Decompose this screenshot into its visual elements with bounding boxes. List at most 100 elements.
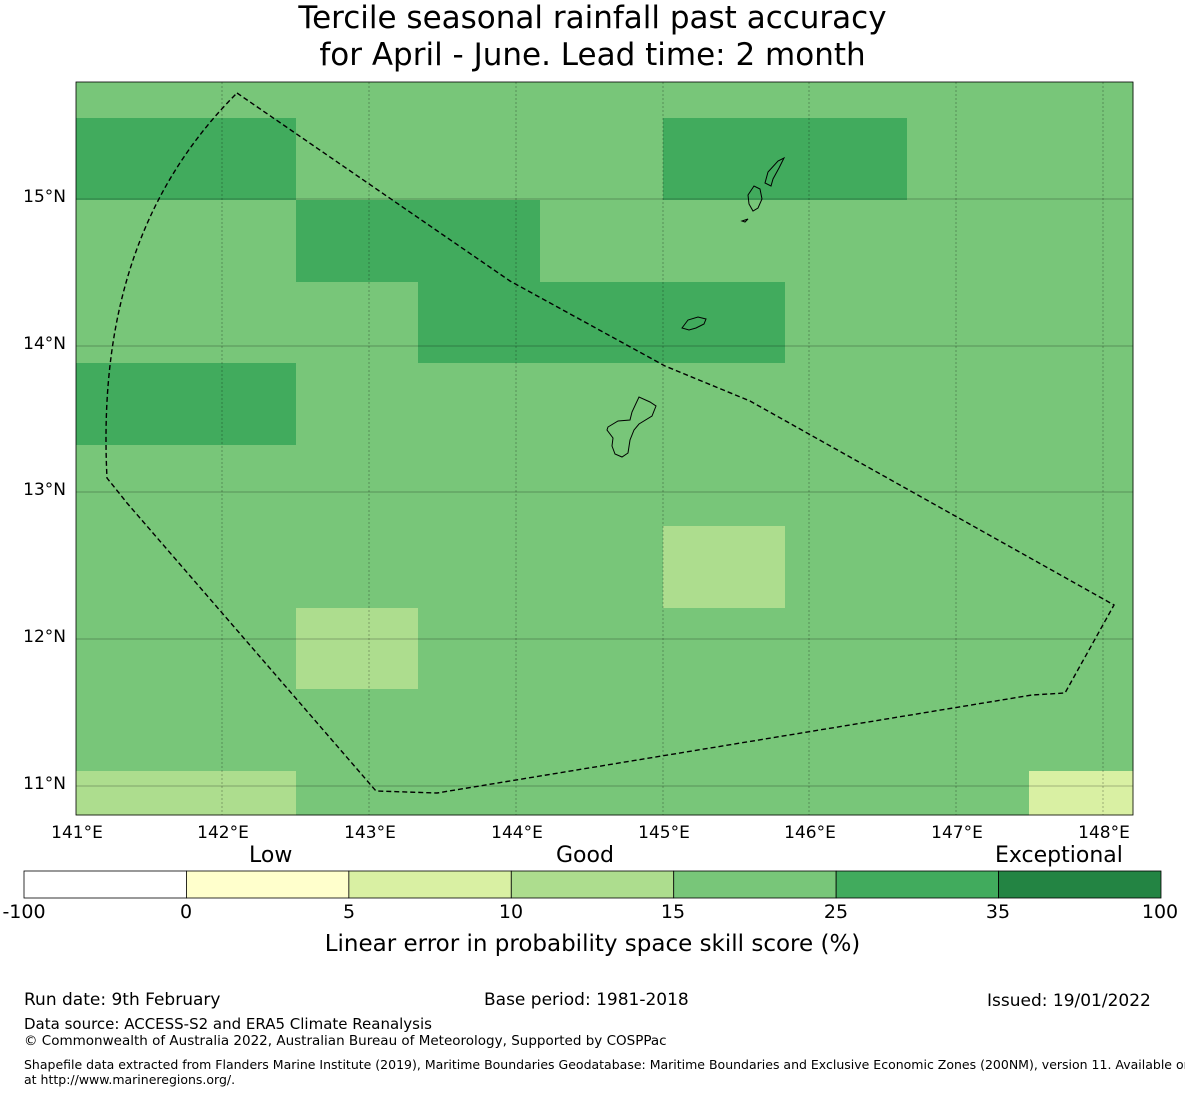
grid-cell bbox=[540, 445, 664, 527]
grid-cell bbox=[785, 282, 908, 364]
colorbar-tick-neg100: -100 bbox=[2, 901, 46, 923]
island-guam bbox=[606, 396, 657, 458]
colorbar-segment bbox=[835, 870, 999, 899]
grid-cell bbox=[173, 608, 297, 690]
grid-cell bbox=[173, 82, 297, 119]
grid-cell bbox=[540, 689, 664, 772]
lat-tick-11: 11°N bbox=[23, 774, 66, 794]
grid-cell bbox=[418, 118, 541, 201]
grid-cell bbox=[1029, 282, 1134, 364]
lon-tick-141: 141°E bbox=[51, 823, 103, 843]
grid-cell bbox=[663, 200, 786, 283]
grid-cell bbox=[1029, 118, 1134, 201]
grid-cell bbox=[785, 608, 908, 690]
grid-cell bbox=[540, 282, 664, 364]
grid-cell bbox=[907, 445, 1030, 527]
grid-cell bbox=[1029, 526, 1134, 609]
grid-cell bbox=[1029, 608, 1134, 690]
colorbar-segment bbox=[510, 870, 675, 899]
island-rota bbox=[681, 316, 707, 331]
colorbar-label-good: Good bbox=[556, 843, 614, 868]
grid-cell bbox=[296, 282, 419, 364]
colorbar bbox=[23, 870, 1162, 899]
grid-cell bbox=[173, 118, 297, 201]
grid-cell bbox=[418, 445, 541, 527]
grid-cell bbox=[907, 608, 1030, 690]
chart-title-line2: for April - June. Lead time: 2 month bbox=[319, 37, 866, 73]
graticule bbox=[76, 82, 1133, 815]
grid-cell bbox=[663, 82, 786, 119]
grid-cell bbox=[418, 526, 541, 609]
copyright: © Commonwealth of Australia 2022, Austra… bbox=[24, 1033, 667, 1049]
grid-cell bbox=[418, 82, 541, 119]
grid-cell bbox=[76, 771, 174, 816]
grid-cell bbox=[1029, 689, 1134, 772]
lon-tick-144: 144°E bbox=[491, 823, 543, 843]
colorbar-tick-25: 25 bbox=[823, 901, 849, 923]
grid-cell bbox=[418, 200, 541, 283]
grid-cell bbox=[663, 689, 786, 772]
grid-cell bbox=[418, 689, 541, 772]
grid-cell bbox=[296, 82, 419, 119]
colorbar-tick-10: 10 bbox=[498, 901, 524, 923]
lon-tick-147: 147°E bbox=[931, 823, 983, 843]
grid-cell bbox=[296, 608, 419, 690]
grid-cell bbox=[76, 118, 174, 201]
grid-cell bbox=[540, 118, 664, 201]
lon-tick-146: 146°E bbox=[784, 823, 836, 843]
colorbar-tick-15: 15 bbox=[660, 901, 686, 923]
colorbar-segment bbox=[186, 870, 350, 899]
grid-cell bbox=[76, 608, 174, 690]
grid-cell bbox=[173, 200, 297, 283]
grid-cell bbox=[296, 526, 419, 609]
colorbar-segment bbox=[673, 870, 837, 899]
grid-cell bbox=[907, 118, 1030, 201]
grid-cell bbox=[785, 771, 908, 816]
eez-boundary bbox=[105, 92, 1115, 794]
colorbar-label-exceptional: Exceptional bbox=[995, 843, 1123, 868]
grid-cell bbox=[540, 608, 664, 690]
grid-cell bbox=[540, 363, 664, 446]
colorbar-tick-0: 0 bbox=[179, 901, 193, 923]
grid-cell bbox=[76, 689, 174, 772]
grid-cell bbox=[1029, 771, 1134, 816]
grid-cell bbox=[296, 118, 419, 201]
grid-cell bbox=[76, 526, 174, 609]
grid-cell bbox=[540, 82, 664, 119]
grid-cell bbox=[1029, 200, 1134, 283]
grid-cell bbox=[785, 82, 908, 119]
grid-cell bbox=[663, 771, 786, 816]
map-panel bbox=[75, 81, 1134, 816]
lon-tick-148: 148°E bbox=[1078, 823, 1130, 843]
colorbar-axis-label: Linear error in probability space skill … bbox=[324, 931, 861, 957]
island-aguijan bbox=[740, 218, 749, 223]
map-frame bbox=[75, 81, 1134, 816]
skill-grid bbox=[76, 82, 1134, 816]
grid-cell bbox=[785, 118, 908, 201]
data-source: Data source: ACCESS-S2 and ERA5 Climate … bbox=[24, 1015, 432, 1033]
grid-cell bbox=[76, 445, 174, 527]
grid-cell bbox=[785, 689, 908, 772]
colorbar-segment bbox=[998, 870, 1162, 899]
lat-tick-14: 14°N bbox=[23, 334, 66, 354]
grid-cell bbox=[418, 363, 541, 446]
grid-cell bbox=[76, 282, 174, 364]
grid-cell bbox=[296, 445, 419, 527]
grid-cell bbox=[173, 526, 297, 609]
colorbar-segment bbox=[23, 870, 187, 899]
grid-cell bbox=[540, 526, 664, 609]
chart-title-line1: Tercile seasonal rainfall past accuracy bbox=[298, 0, 887, 36]
colorbar-tick-100: 100 bbox=[1141, 901, 1179, 923]
grid-cell bbox=[907, 689, 1030, 772]
grid-cell bbox=[173, 689, 297, 772]
grid-cell bbox=[663, 526, 786, 609]
grid-cell bbox=[907, 363, 1030, 446]
colorbar-segment bbox=[348, 870, 512, 899]
grid-cell bbox=[296, 363, 419, 446]
grid-cell bbox=[785, 526, 908, 609]
grid-cell bbox=[785, 200, 908, 283]
grid-cell bbox=[907, 200, 1030, 283]
issued-date: Issued: 19/01/2022 bbox=[987, 991, 1151, 1011]
lat-tick-12: 12°N bbox=[23, 627, 66, 647]
grid-cell bbox=[663, 608, 786, 690]
